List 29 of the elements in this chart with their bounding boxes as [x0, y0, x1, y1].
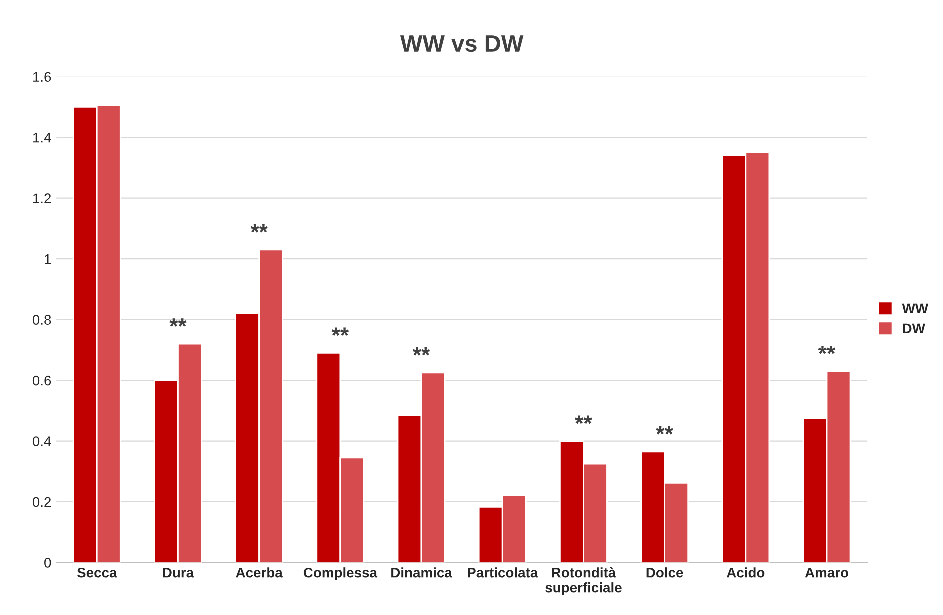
y-tick-label: 1.6: [33, 72, 52, 82]
y-tick-label: 1.2: [33, 194, 52, 204]
y-tick-label: 0.6: [32, 376, 52, 386]
x-tick-label: Dinamica: [392, 568, 452, 578]
x-tick-label: Amaro: [805, 568, 848, 578]
x-tick-label: Particolata: [468, 568, 538, 578]
x-tick-label: Dura: [163, 568, 194, 578]
legend-label: DW: [903, 324, 926, 334]
x-tick-label: Rotondità superficiale: [546, 567, 622, 596]
y-tick-label: 1.4: [33, 133, 52, 143]
annotation: **: [332, 328, 350, 336]
y-tick-label: 0.8: [32, 315, 52, 325]
x-tick-label: Secca: [77, 568, 118, 578]
y-tick-label: 1: [45, 254, 52, 264]
x-tick-label: Dolce: [646, 568, 684, 578]
x-tick-label: Acido: [726, 568, 765, 578]
annotation: **: [818, 346, 836, 354]
y-tick-label: 0: [44, 558, 52, 568]
annotation: **: [412, 347, 430, 356]
x-tick-label: Acerba: [236, 568, 283, 578]
annotation: **: [250, 224, 268, 233]
x-tick-label: Complessa: [304, 568, 378, 581]
annotation: **: [170, 318, 187, 327]
y-tick-label: 0.4: [32, 436, 52, 446]
chart-title: WW vs DW: [400, 36, 524, 52]
annotation: **: [575, 416, 592, 424]
y-tick-label: 0.2: [32, 497, 52, 508]
annotation: **: [656, 426, 674, 435]
legend-label: WW: [902, 304, 928, 314]
